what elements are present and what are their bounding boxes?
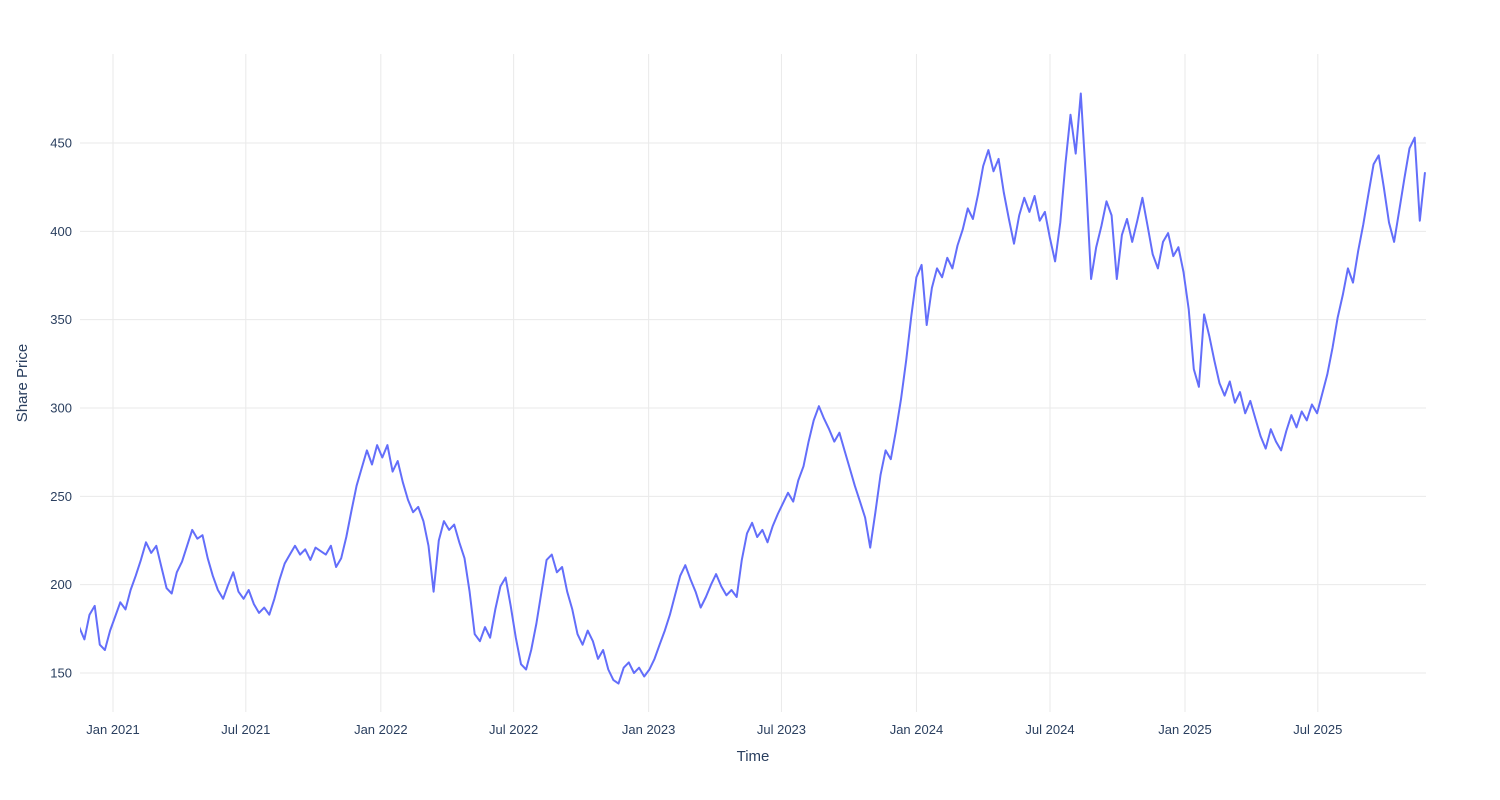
x-axis-title: Time (737, 748, 770, 765)
x-tick-label: Jan 2024 (890, 722, 944, 737)
y-tick-label: 250 (50, 489, 72, 504)
y-tick-label: 450 (50, 136, 72, 151)
y-gridlines (80, 142, 1426, 674)
x-tick-label: Jan 2021 (86, 722, 140, 737)
price-line-series (80, 92, 1426, 685)
x-gridlines (112, 54, 1319, 712)
x-tick-label: Jul 2022 (489, 722, 538, 737)
x-tick-labels: Jan 2021 Jul 2021 Jan 2022 Jul 2022 Jan 2023… (86, 722, 1342, 737)
y-axis-title: Share Price (14, 344, 31, 422)
y-tick-label: 150 (50, 666, 72, 681)
x-tick-label: Jul 2021 (221, 722, 270, 737)
y-tick-label: 200 (50, 577, 72, 592)
y-tick-labels: 150 200 250 300 350 400 450 (50, 136, 72, 681)
x-tick-label: Jan 2022 (354, 722, 408, 737)
y-tick-label: 400 (50, 224, 72, 239)
x-tick-label: Jul 2025 (1293, 722, 1342, 737)
x-tick-label: Jan 2025 (1158, 722, 1212, 737)
x-tick-label: Jan 2023 (622, 722, 676, 737)
x-tick-label: Jul 2024 (1025, 722, 1074, 737)
y-tick-label: 300 (50, 401, 72, 416)
x-tick-label: Jul 2023 (757, 722, 806, 737)
y-tick-label: 350 (50, 312, 72, 327)
